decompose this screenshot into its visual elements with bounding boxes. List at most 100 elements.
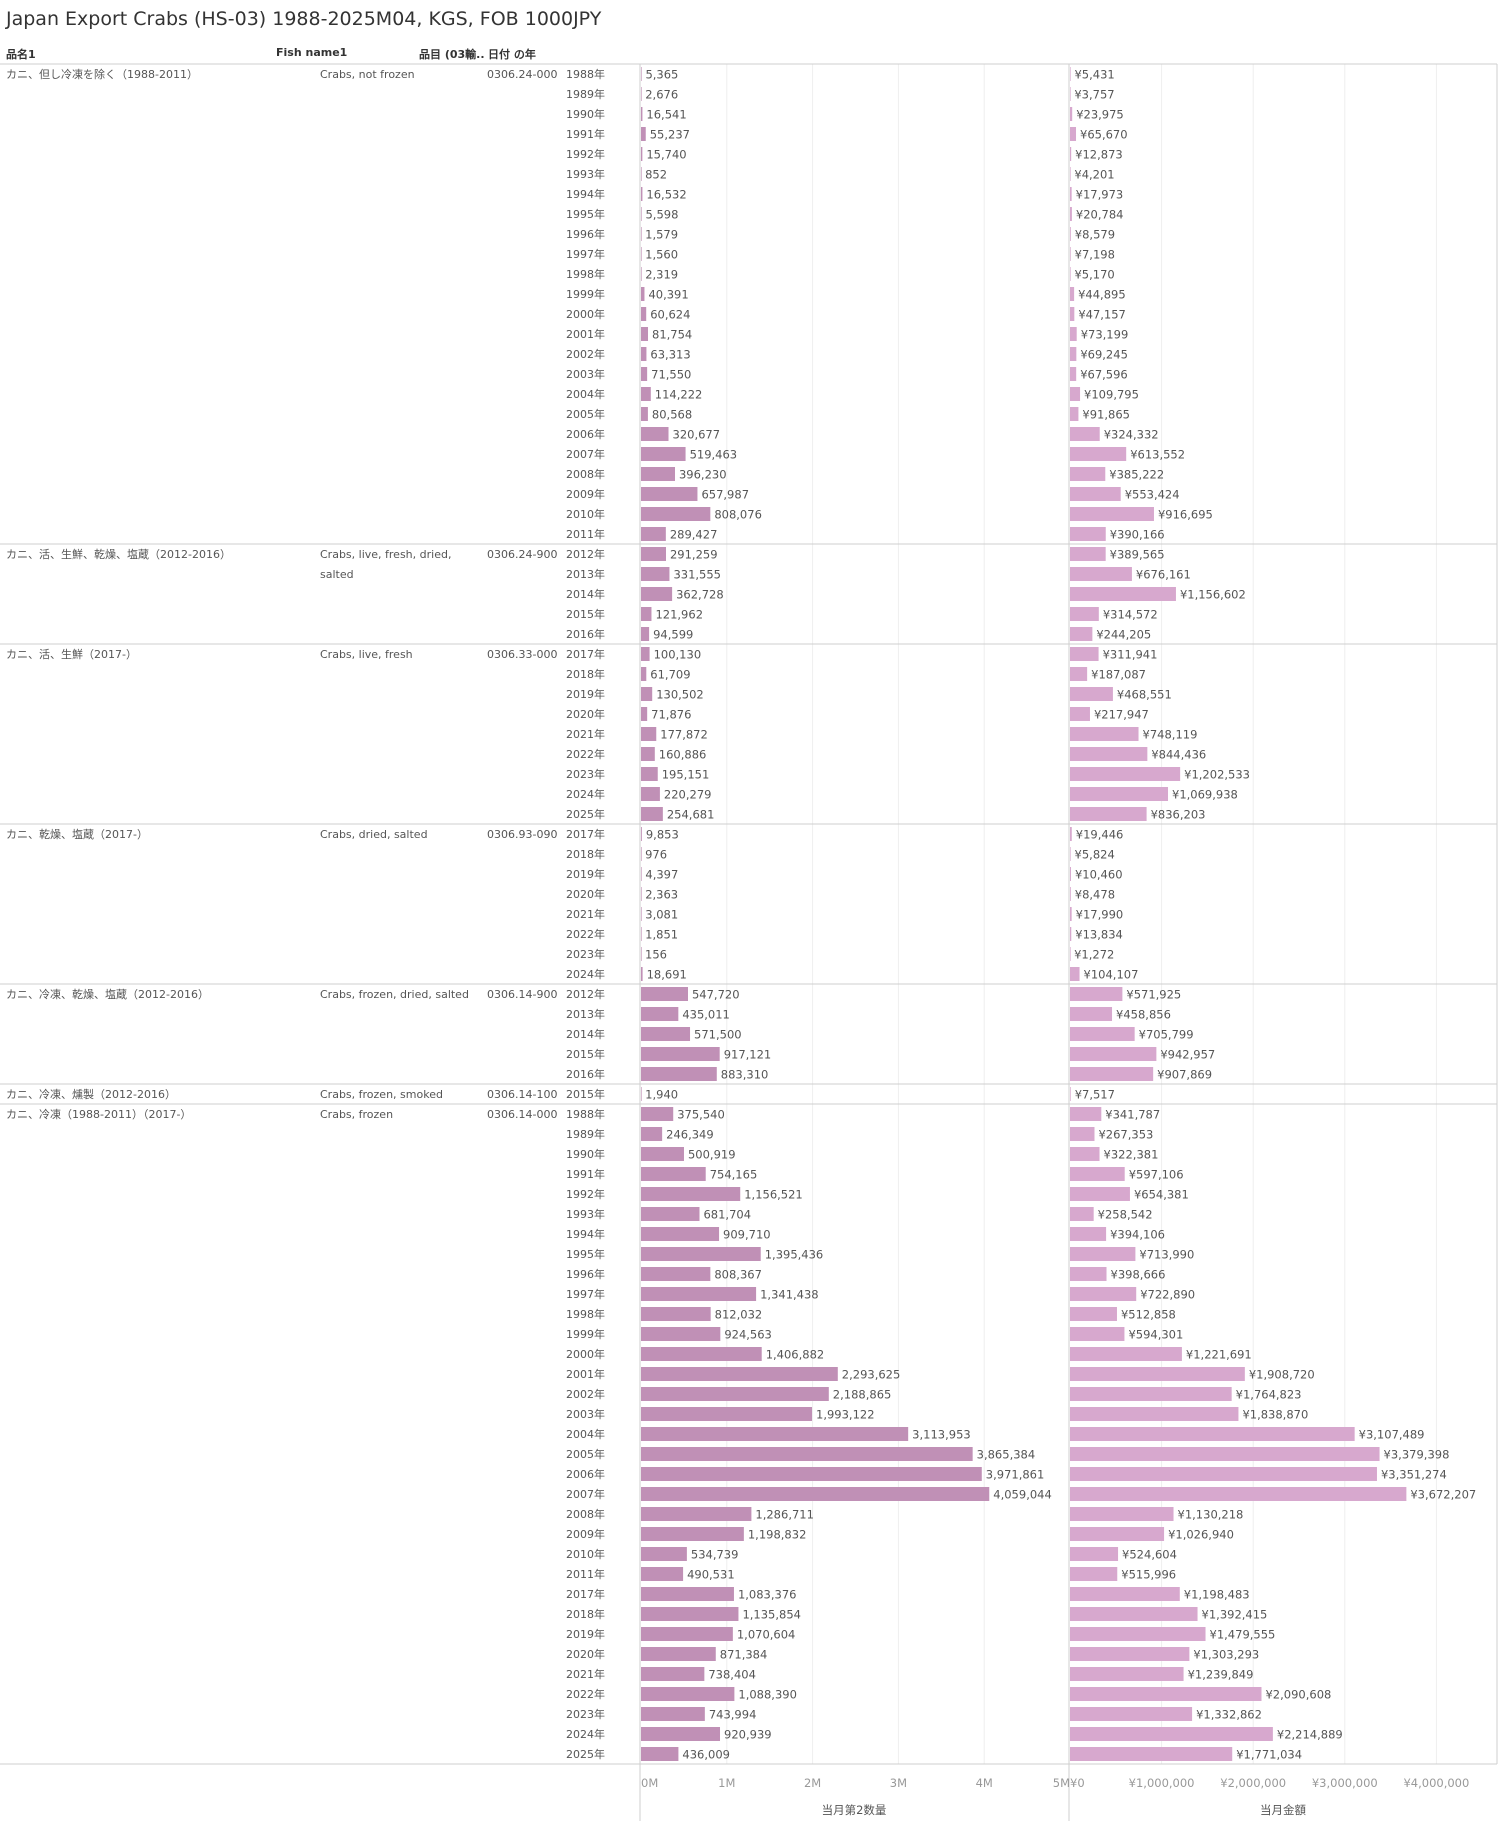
quantity-bar[interactable] xyxy=(641,87,642,101)
quantity-bar[interactable] xyxy=(641,447,686,461)
quantity-bar[interactable] xyxy=(641,1687,735,1701)
amount-bar[interactable] xyxy=(1070,227,1071,241)
amount-bar[interactable] xyxy=(1070,1087,1071,1101)
amount-bar[interactable] xyxy=(1070,147,1072,161)
amount-bar[interactable] xyxy=(1070,407,1079,421)
quantity-bar[interactable] xyxy=(641,407,648,421)
amount-bar[interactable] xyxy=(1070,827,1072,841)
quantity-bar[interactable] xyxy=(641,147,643,161)
quantity-bar[interactable] xyxy=(641,687,653,701)
quantity-bar[interactable] xyxy=(641,1307,711,1321)
quantity-bar[interactable] xyxy=(641,1147,684,1161)
amount-bar[interactable] xyxy=(1070,287,1075,301)
quantity-bar[interactable] xyxy=(641,727,657,741)
amount-bar[interactable] xyxy=(1070,1667,1184,1681)
amount-bar[interactable] xyxy=(1070,1187,1130,1201)
quantity-bar[interactable] xyxy=(641,207,642,221)
quantity-bar[interactable] xyxy=(641,647,650,661)
amount-bar[interactable] xyxy=(1070,1547,1119,1561)
quantity-bar[interactable] xyxy=(641,1647,716,1661)
quantity-bar[interactable] xyxy=(641,1047,720,1061)
amount-bar[interactable] xyxy=(1070,347,1077,361)
quantity-bar[interactable] xyxy=(641,327,649,341)
amount-bar[interactable] xyxy=(1070,607,1099,621)
amount-bar[interactable] xyxy=(1070,307,1075,321)
amount-bar[interactable] xyxy=(1070,687,1113,701)
quantity-bar[interactable] xyxy=(641,1727,721,1741)
quantity-bar[interactable] xyxy=(641,847,642,861)
amount-bar[interactable] xyxy=(1070,367,1077,381)
amount-bar[interactable] xyxy=(1070,867,1071,881)
quantity-bar[interactable] xyxy=(641,467,675,481)
amount-bar[interactable] xyxy=(1070,1147,1100,1161)
quantity-bar[interactable] xyxy=(641,1227,720,1241)
quantity-bar[interactable] xyxy=(641,667,647,681)
quantity-bar[interactable] xyxy=(641,1007,679,1021)
quantity-bar[interactable] xyxy=(641,1327,721,1341)
quantity-bar[interactable] xyxy=(641,1267,711,1281)
amount-bar[interactable] xyxy=(1070,1687,1262,1701)
amount-bar[interactable] xyxy=(1070,707,1090,721)
quantity-bar[interactable] xyxy=(641,707,648,721)
amount-bar[interactable] xyxy=(1070,1267,1107,1281)
amount-bar[interactable] xyxy=(1070,1707,1193,1721)
amount-bar[interactable] xyxy=(1070,1587,1180,1601)
quantity-bar[interactable] xyxy=(641,67,642,81)
amount-bar[interactable] xyxy=(1070,1107,1102,1121)
amount-bar[interactable] xyxy=(1070,1747,1233,1761)
quantity-bar[interactable] xyxy=(641,507,711,521)
quantity-bar[interactable] xyxy=(641,127,646,141)
amount-bar[interactable] xyxy=(1070,1427,1355,1441)
quantity-bar[interactable] xyxy=(641,1567,684,1581)
quantity-bar[interactable] xyxy=(641,807,663,821)
amount-bar[interactable] xyxy=(1070,67,1071,81)
quantity-bar[interactable] xyxy=(641,987,688,1001)
quantity-bar[interactable] xyxy=(641,1287,757,1301)
amount-bar[interactable] xyxy=(1070,667,1088,681)
quantity-bar[interactable] xyxy=(641,1207,700,1221)
quantity-bar[interactable] xyxy=(641,1507,752,1521)
quantity-bar[interactable] xyxy=(641,867,642,881)
quantity-bar[interactable] xyxy=(641,1607,739,1621)
quantity-bar[interactable] xyxy=(641,307,647,321)
amount-bar[interactable] xyxy=(1070,1027,1135,1041)
amount-bar[interactable] xyxy=(1070,387,1081,401)
quantity-bar[interactable] xyxy=(641,1547,687,1561)
quantity-bar[interactable] xyxy=(641,1707,705,1721)
quantity-bar[interactable] xyxy=(641,1187,741,1201)
amount-bar[interactable] xyxy=(1070,1287,1137,1301)
amount-bar[interactable] xyxy=(1070,627,1093,641)
amount-bar[interactable] xyxy=(1070,247,1071,261)
quantity-bar[interactable] xyxy=(641,427,669,441)
amount-bar[interactable] xyxy=(1070,1607,1198,1621)
quantity-bar[interactable] xyxy=(641,787,660,801)
amount-bar[interactable] xyxy=(1070,747,1148,761)
quantity-bar[interactable] xyxy=(641,1627,733,1641)
quantity-bar[interactable] xyxy=(641,1747,679,1761)
quantity-bar[interactable] xyxy=(641,907,642,921)
quantity-bar[interactable] xyxy=(641,967,643,981)
quantity-bar[interactable] xyxy=(641,1347,762,1361)
amount-bar[interactable] xyxy=(1070,1647,1190,1661)
amount-bar[interactable] xyxy=(1070,1327,1125,1341)
quantity-bar[interactable] xyxy=(641,607,652,621)
quantity-bar[interactable] xyxy=(641,747,655,761)
quantity-bar[interactable] xyxy=(641,567,670,581)
quantity-bar[interactable] xyxy=(641,387,651,401)
amount-bar[interactable] xyxy=(1070,907,1072,921)
quantity-bar[interactable] xyxy=(641,1247,761,1261)
amount-bar[interactable] xyxy=(1070,1467,1377,1481)
quantity-bar[interactable] xyxy=(641,1167,706,1181)
quantity-bar[interactable] xyxy=(641,1587,734,1601)
amount-bar[interactable] xyxy=(1070,1487,1407,1501)
amount-bar[interactable] xyxy=(1070,1007,1113,1021)
quantity-bar[interactable] xyxy=(641,187,643,201)
amount-bar[interactable] xyxy=(1070,1127,1095,1141)
amount-bar[interactable] xyxy=(1070,1407,1239,1421)
amount-bar[interactable] xyxy=(1070,1067,1154,1081)
amount-bar[interactable] xyxy=(1070,127,1077,141)
quantity-bar[interactable] xyxy=(641,527,666,541)
quantity-bar[interactable] xyxy=(641,627,650,641)
amount-bar[interactable] xyxy=(1070,787,1169,801)
amount-bar[interactable] xyxy=(1070,987,1123,1001)
